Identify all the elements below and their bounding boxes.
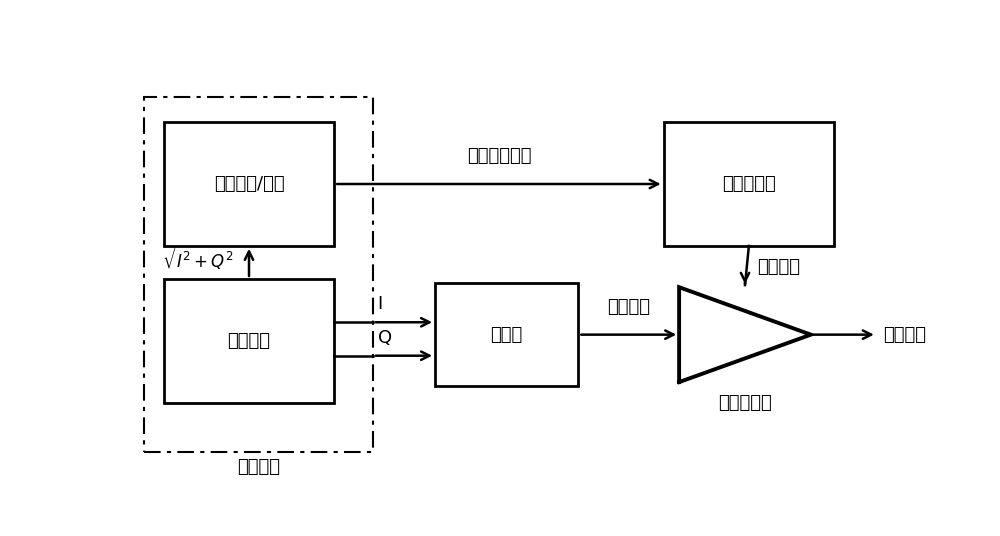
Bar [435,283,578,386]
Text: 整形后的包络: 整形后的包络 [467,147,531,166]
Text: 射频输出: 射频输出 [883,326,926,344]
Bar [144,98,373,452]
Text: 上变频: 上变频 [491,326,523,344]
Text: 包络整形/延时: 包络整形/延时 [214,175,284,193]
Text: 数字基带: 数字基带 [237,458,280,476]
Text: 功率放大器: 功率放大器 [718,394,772,412]
Bar [164,122,334,246]
Bar [164,279,334,403]
Text: 电源信号: 电源信号 [757,258,800,276]
Text: 包络调制器: 包络调制器 [722,175,776,193]
Text: Q: Q [378,329,392,347]
Bar [664,122,834,246]
Text: 基带处理: 基带处理 [228,332,270,350]
Text: I: I [378,295,383,313]
Text: $\sqrt{I^2+Q^2}$: $\sqrt{I^2+Q^2}$ [162,244,237,272]
Text: 射频输入: 射频输入 [607,298,650,316]
